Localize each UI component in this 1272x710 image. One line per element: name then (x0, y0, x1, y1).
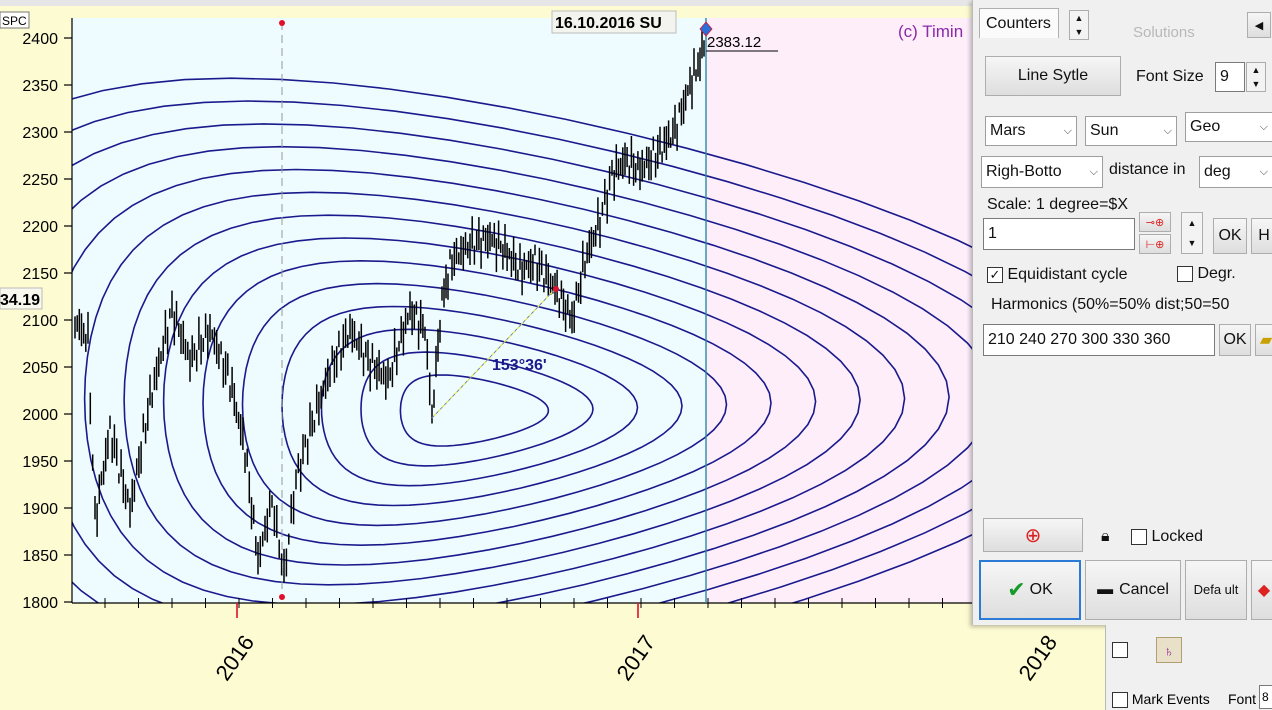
distance-label: distance in (1109, 161, 1186, 178)
harmonics-input[interactable]: 210 240 270 300 330 360 (983, 324, 1215, 356)
harmonic-curves (72, 77, 986, 603)
font-size-label: Font Size (1136, 68, 1204, 85)
scale-ok-button[interactable]: OK (1213, 218, 1247, 254)
x-year-label: 2016 (211, 631, 260, 685)
scale-input[interactable]: 1 (983, 218, 1135, 250)
toolbar-strip (0, 0, 972, 6)
scale-down-target-icon[interactable]: ⊢⊕ (1139, 234, 1171, 254)
mark-events-checkbox[interactable]: Mark Events (1112, 691, 1210, 709)
tab-scroll-spinner[interactable]: ▲ ▼ (1069, 10, 1089, 40)
planet-toggle-checkbox[interactable] (1112, 641, 1128, 659)
check-icon: ✓ (987, 266, 1003, 283)
h-button[interactable]: H (1251, 218, 1272, 254)
chevron-down-icon: ⌵ (1259, 165, 1268, 178)
ghost-tab-label: Solutions (1133, 24, 1195, 41)
chevron-down-icon: ⌵ (1259, 120, 1268, 133)
harmonics-label: Harmonics (50%=50% dist;50=50 (991, 296, 1230, 313)
y-tick-label: 2300 (22, 125, 58, 142)
y-tick-label: 2350 (22, 78, 58, 95)
locked-checkbox[interactable]: Locked (1131, 528, 1203, 546)
position-select[interactable]: Righ-Botto ⌵ (981, 156, 1103, 188)
tab-scroll-left-button[interactable]: ◀ (1247, 12, 1271, 38)
crosshair-target-button[interactable]: ⊕ (983, 518, 1083, 552)
left-value-label: 34.19 (0, 292, 40, 309)
font-size-input[interactable]: 9 (1215, 62, 1245, 92)
y-tick-label: 1800 (22, 595, 58, 612)
planet2-select[interactable]: Sun ⌵ (1085, 116, 1177, 146)
y-tick-label: 2100 (22, 313, 58, 330)
price-bars (74, 28, 705, 583)
y-tick-label: 1850 (22, 548, 58, 565)
font-label: Font (1228, 691, 1257, 707)
chevron-down-icon: ⌵ (1089, 165, 1098, 178)
angle-end-marker[interactable] (553, 286, 559, 292)
chevron-down-icon: ⌵ (1163, 124, 1172, 137)
harmonics-ok-button[interactable]: OK (1219, 324, 1251, 356)
date-label: 16.10.2016 SU (555, 15, 662, 32)
font-input[interactable]: 8 (1259, 685, 1272, 709)
eraser-icon[interactable]: ◆ (1251, 560, 1272, 620)
y-tick-label: 2250 (22, 172, 58, 189)
symbol-label: SPC (2, 14, 27, 28)
tab-counters[interactable]: Counters (979, 8, 1059, 38)
angle-label: 153°36' (492, 357, 547, 374)
y-tick-label: 1950 (22, 454, 58, 471)
lock-icon: 🔒︎ (1101, 528, 1110, 545)
scale-spinner[interactable]: ▲ ▼ (1181, 212, 1203, 254)
cycle-marker-bottom[interactable] (279, 594, 285, 600)
x-year-label: 2018 (1014, 631, 1063, 685)
distance-unit-select[interactable]: deg ⌵ (1199, 156, 1272, 188)
equidistant-checkbox[interactable]: ✓ Equidistant cycle (987, 266, 1128, 284)
counters-dialog: Counters ▲ ▼ Solutions ◀ Line Sytle Font … (972, 0, 1272, 625)
degr-checkbox[interactable]: Degr. (1177, 265, 1236, 283)
x-year-label: 2017 (612, 631, 661, 685)
y-tick-label: 2150 (22, 266, 58, 283)
scale-label: Scale: 1 degree=$X (987, 196, 1128, 213)
cycle-marker-top[interactable] (279, 20, 285, 26)
line-style-button[interactable]: Line Sytle (985, 56, 1121, 96)
planet-symbol-icon[interactable]: ♄ (1156, 637, 1182, 663)
price-label: 2383.12 (707, 34, 761, 51)
cancel-button[interactable]: ▬ Cancel (1085, 560, 1181, 620)
y-tick-label: 2200 (22, 219, 58, 236)
checkmark-icon: ✔ (1007, 577, 1026, 602)
y-tick-label: 2400 (22, 31, 58, 48)
chevron-down-icon: ⌵ (1063, 124, 1072, 137)
current-price-marker[interactable] (699, 21, 713, 37)
plot-area-future (706, 18, 986, 603)
y-tick-label: 2000 (22, 407, 58, 424)
minus-icon: ▬ (1097, 581, 1114, 598)
angle-line (431, 287, 557, 419)
font-size-spinner[interactable]: ▲ ▼ (1246, 62, 1266, 92)
y-tick-label: 1900 (22, 501, 58, 518)
copyright-text: (c) Timin (898, 22, 963, 41)
bottom-side-panel: ♄ Mark Events Font 8 (1105, 625, 1272, 710)
scale-up-target-icon[interactable]: ⊸⊕ (1139, 212, 1171, 232)
y-tick-label: 2050 (22, 360, 58, 377)
coord-mode-select[interactable]: Geo ⌵ (1185, 112, 1272, 142)
y-axis: 2400 2350 2300 2250 2200 2150 2100 2050 2000 1950… (22, 18, 73, 612)
planet1-select[interactable]: Mars ⌵ (985, 116, 1077, 146)
ok-button[interactable]: ✔ OK (979, 560, 1081, 620)
x-axis: 2016 2017 2018 (72, 598, 1062, 685)
folder-icon[interactable]: ▰ (1255, 324, 1272, 356)
default-button[interactable]: Defa ult (1185, 560, 1247, 620)
